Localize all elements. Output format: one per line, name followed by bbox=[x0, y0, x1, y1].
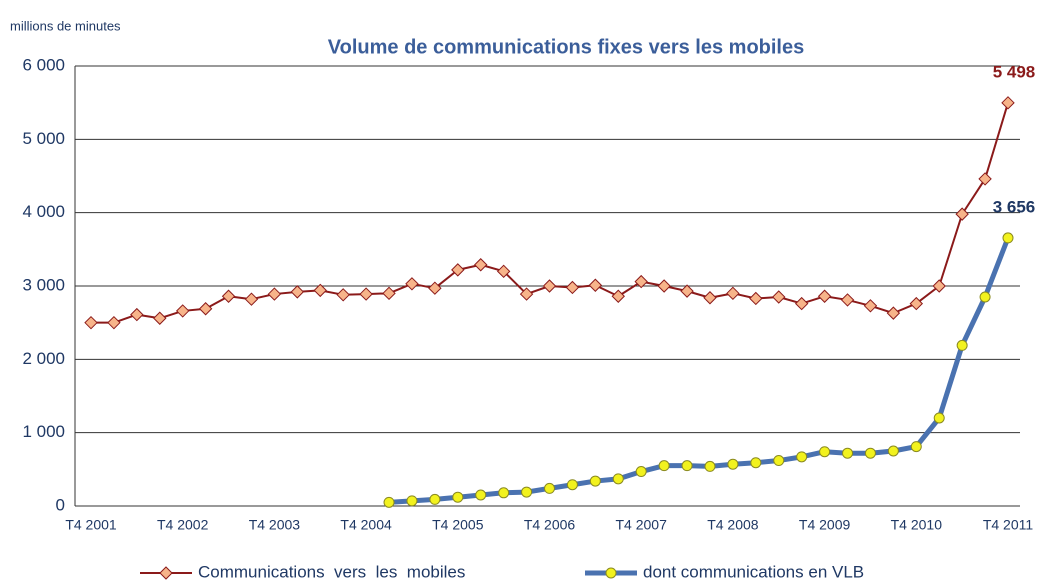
marker bbox=[383, 496, 395, 508]
legend-label: dont communications en VLB bbox=[643, 562, 864, 581]
marker bbox=[794, 296, 809, 311]
marker bbox=[267, 287, 282, 301]
x-tick-label: T4 2001 bbox=[65, 517, 117, 533]
marker bbox=[773, 455, 785, 467]
data-label: 3 656 bbox=[993, 197, 1036, 216]
marker bbox=[611, 289, 625, 303]
marker bbox=[221, 289, 236, 303]
marker bbox=[1002, 232, 1014, 244]
marker bbox=[612, 473, 624, 485]
x-tick-label: T4 2006 bbox=[524, 517, 576, 533]
marker bbox=[842, 447, 854, 459]
y-tick-label: 2 000 bbox=[22, 349, 65, 368]
marker bbox=[521, 486, 533, 498]
marker bbox=[886, 306, 901, 320]
y-tick-label: 5 000 bbox=[22, 129, 65, 148]
y-tick-label: 6 000 bbox=[22, 55, 65, 74]
marker bbox=[498, 487, 510, 499]
marker bbox=[658, 460, 670, 472]
marker bbox=[130, 307, 144, 322]
marker bbox=[796, 451, 808, 463]
y-axis-label: millions de minutes bbox=[10, 18, 121, 33]
marker bbox=[588, 278, 603, 292]
marker bbox=[750, 457, 762, 469]
legend-marker bbox=[159, 566, 173, 580]
legend-label: Communications vers les mobiles bbox=[198, 562, 465, 581]
marker bbox=[703, 291, 717, 305]
chart-title: Volume de communications fixes vers les … bbox=[328, 36, 804, 58]
marker bbox=[727, 458, 739, 470]
marker bbox=[819, 446, 831, 458]
marker bbox=[313, 283, 327, 298]
marker bbox=[153, 311, 167, 325]
marker bbox=[864, 447, 876, 459]
x-tick-label: T4 2005 bbox=[432, 517, 484, 533]
marker bbox=[382, 286, 396, 301]
x-tick-label: T4 2008 bbox=[707, 517, 759, 533]
y-tick-label: 0 bbox=[56, 495, 65, 514]
marker bbox=[772, 290, 786, 304]
marker bbox=[704, 460, 716, 472]
marker bbox=[429, 493, 441, 505]
marker bbox=[565, 280, 580, 295]
marker bbox=[933, 412, 945, 424]
marker bbox=[519, 287, 534, 301]
marker bbox=[566, 479, 578, 491]
legend-marker bbox=[605, 567, 617, 579]
y-tick-label: 1 000 bbox=[22, 422, 65, 441]
marker bbox=[544, 482, 555, 494]
marker bbox=[451, 263, 465, 277]
marker bbox=[496, 264, 511, 279]
y-tick-label: 3 000 bbox=[22, 275, 65, 294]
x-tick-label: T4 2002 bbox=[157, 517, 209, 533]
marker bbox=[336, 288, 350, 302]
marker bbox=[635, 466, 647, 478]
marker bbox=[887, 445, 899, 457]
marker bbox=[634, 274, 648, 289]
x-tick-label: T4 2007 bbox=[616, 517, 668, 533]
x-tick-label: T4 2011 bbox=[983, 517, 1034, 533]
x-tick-label: T4 2010 bbox=[891, 517, 943, 533]
x-tick-label: T4 2009 bbox=[799, 517, 851, 533]
marker bbox=[749, 291, 763, 306]
marker bbox=[406, 495, 418, 507]
marker bbox=[863, 299, 878, 313]
marker bbox=[840, 293, 855, 307]
marker bbox=[589, 475, 601, 487]
marker bbox=[452, 491, 464, 503]
marker bbox=[198, 302, 213, 316]
marker bbox=[405, 277, 419, 291]
marker bbox=[956, 339, 968, 351]
marker bbox=[978, 172, 992, 186]
marker bbox=[817, 289, 832, 303]
marker bbox=[681, 460, 693, 472]
marker bbox=[474, 258, 488, 272]
marker bbox=[290, 285, 305, 299]
x-tick-label: T4 2004 bbox=[340, 517, 392, 533]
marker bbox=[932, 279, 946, 293]
marker bbox=[84, 315, 98, 330]
marker bbox=[107, 315, 121, 330]
marker bbox=[428, 281, 442, 295]
marker bbox=[680, 284, 694, 298]
marker bbox=[359, 287, 373, 301]
marker bbox=[955, 207, 969, 221]
marker bbox=[542, 279, 557, 293]
marker bbox=[475, 489, 487, 501]
marker bbox=[1001, 96, 1015, 110]
series-line bbox=[388, 236, 1011, 505]
marker bbox=[657, 279, 671, 293]
marker bbox=[175, 304, 190, 318]
data-label: 5 498 bbox=[993, 62, 1036, 81]
marker bbox=[244, 292, 259, 306]
y-tick-label: 4 000 bbox=[22, 202, 65, 221]
x-tick-label: T4 2003 bbox=[249, 517, 301, 533]
marker bbox=[909, 296, 924, 311]
marker bbox=[726, 286, 740, 301]
marker bbox=[910, 441, 922, 453]
marker bbox=[979, 291, 991, 303]
